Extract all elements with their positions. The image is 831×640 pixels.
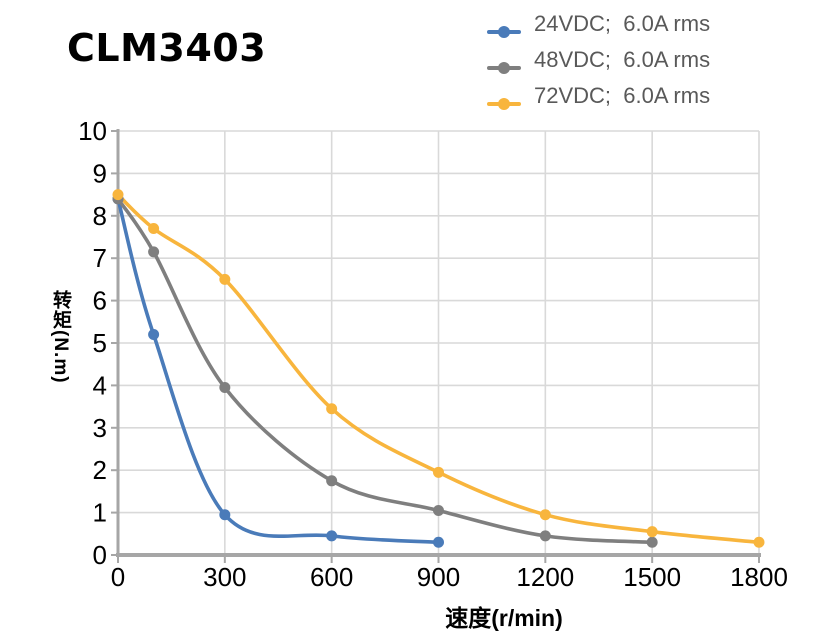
x-tick-label: 600: [310, 562, 353, 592]
y-tick-label: 3: [93, 413, 107, 443]
y-tick-label: 5: [93, 328, 107, 358]
legend-item-72vdc: 72VDC; 6.0A rms: [487, 78, 710, 114]
legend-item-48vdc: 48VDC; 6.0A rms: [487, 42, 710, 78]
y-axis-title: 转矩(N.m): [50, 290, 71, 384]
data-point-marker-72vdc: [219, 273, 231, 285]
data-point-marker-72vdc: [433, 466, 444, 478]
x-tick-label: 1800: [730, 562, 788, 592]
y-tick-label: 2: [93, 455, 107, 485]
y-tick-label: 7: [93, 243, 107, 273]
data-point-marker-48vdc: [646, 536, 658, 548]
data-point-marker-24vdc: [219, 509, 231, 521]
data-point-marker-72vdc: [112, 189, 124, 201]
legend-line-marker-icon: [487, 26, 521, 38]
data-point-marker-72vdc: [753, 536, 765, 548]
y-tick-label: 4: [93, 370, 107, 400]
series-line-24vdc: [116, 197, 441, 545]
data-point-marker-24vdc: [326, 530, 338, 542]
legend-label: 24VDC; 6.0A rms: [534, 11, 711, 36]
y-tick-label: 8: [93, 201, 107, 231]
x-tick-label: 900: [417, 562, 460, 592]
y-tick-label: 0: [93, 540, 107, 570]
data-point-marker-72vdc: [148, 223, 160, 235]
series-line-72vdc: [116, 192, 761, 545]
legend-line-marker-icon: [487, 62, 521, 74]
data-point-marker-48vdc: [433, 504, 444, 516]
legend-label: 72VDC; 6.0A rms: [534, 83, 711, 108]
y-tick-label: 10: [78, 116, 107, 146]
x-tick-label: 1500: [623, 562, 681, 592]
chart-legend: 24VDC; 6.0A rms 48VDC; 6.0A rms 72VDC; 6…: [487, 6, 710, 114]
x-tick-label: 0: [111, 562, 125, 592]
data-point-marker-24vdc: [148, 329, 160, 341]
series-line-48vdc: [116, 197, 654, 545]
y-tick-label: 1: [93, 498, 107, 528]
data-point-marker-48vdc: [219, 382, 231, 394]
data-point-marker-72vdc: [326, 403, 338, 415]
y-tick-label: 6: [93, 286, 107, 316]
data-point-marker-72vdc: [646, 526, 658, 538]
data-point-marker-24vdc: [433, 536, 444, 548]
x-tick-label: 1200: [516, 562, 574, 592]
legend-item-24vdc: 24VDC; 6.0A rms: [487, 6, 710, 42]
y-tick-label: 9: [93, 158, 107, 188]
data-point-marker-48vdc: [148, 246, 160, 258]
chart-title: CLM3403: [67, 26, 267, 70]
data-point-marker-48vdc: [326, 475, 338, 487]
x-axis-title: 速度(r/min): [445, 605, 563, 631]
legend-label: 48VDC; 6.0A rms: [534, 47, 711, 72]
data-point-marker-72vdc: [539, 509, 551, 521]
legend-line-marker-icon: [487, 98, 521, 110]
x-tick-label: 300: [203, 562, 246, 592]
data-point-marker-48vdc: [539, 530, 551, 542]
